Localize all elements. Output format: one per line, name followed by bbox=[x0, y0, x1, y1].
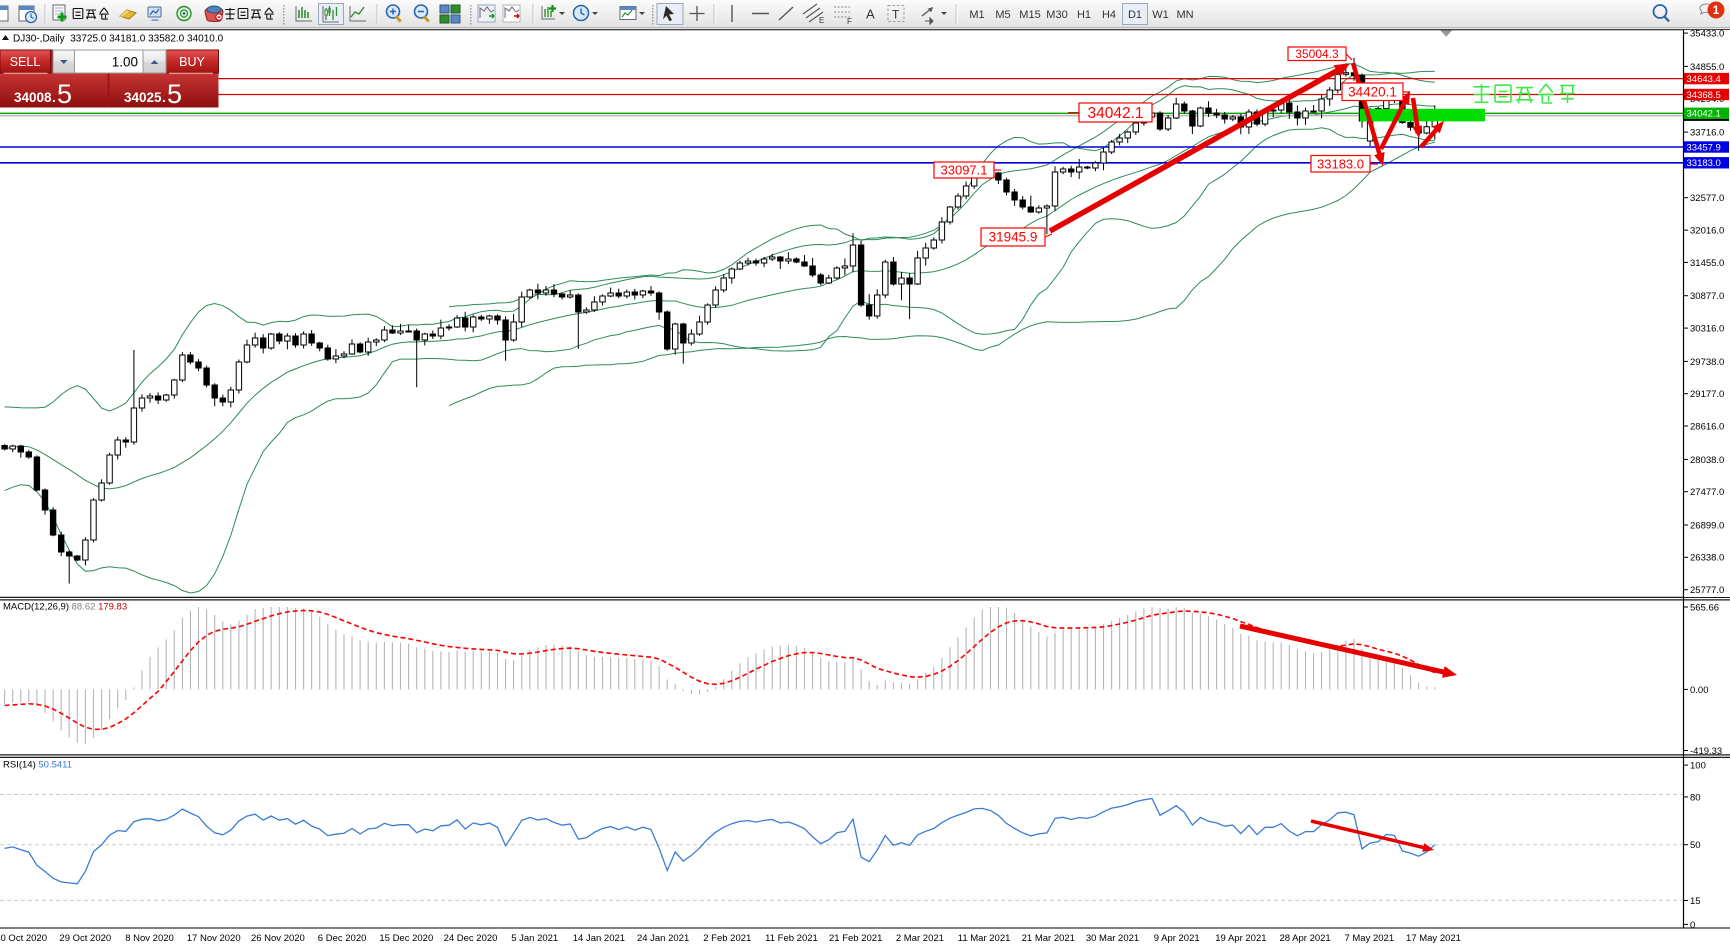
svg-text:27477.0: 27477.0 bbox=[1690, 487, 1724, 498]
svg-text:MN: MN bbox=[1176, 9, 1193, 21]
svg-text:31945.9: 31945.9 bbox=[989, 230, 1038, 245]
svg-text:D1: D1 bbox=[1128, 9, 1142, 21]
svg-text:2 Feb 2021: 2 Feb 2021 bbox=[703, 933, 751, 944]
svg-text:M30: M30 bbox=[1046, 9, 1067, 21]
svg-text:565.66: 565.66 bbox=[1690, 602, 1719, 613]
svg-text:32577.0: 32577.0 bbox=[1690, 193, 1724, 204]
svg-text:14 Jan 2021: 14 Jan 2021 bbox=[573, 933, 625, 944]
svg-text:15 Dec 2020: 15 Dec 2020 bbox=[379, 933, 433, 944]
svg-text:0: 0 bbox=[1690, 920, 1695, 931]
svg-text:26 Nov 2020: 26 Nov 2020 bbox=[251, 933, 305, 944]
svg-text:80: 80 bbox=[1690, 792, 1701, 803]
svg-text:28 Apr 2021: 28 Apr 2021 bbox=[1279, 933, 1330, 944]
svg-text:DJ30-,Daily 33725.0 34181.0 3: DJ30-,Daily 33725.0 34181.0 33582.0 3401… bbox=[13, 34, 224, 45]
svg-text:T: T bbox=[892, 8, 900, 22]
svg-text:M5: M5 bbox=[995, 9, 1010, 21]
svg-text:SELL: SELL bbox=[10, 55, 41, 69]
svg-text:34042.1: 34042.1 bbox=[1687, 109, 1721, 120]
svg-text:33457.9: 33457.9 bbox=[1687, 142, 1721, 153]
svg-text:33097.1: 33097.1 bbox=[941, 163, 988, 178]
svg-text:33183.0: 33183.0 bbox=[1317, 156, 1364, 171]
svg-text:17 May 2021: 17 May 2021 bbox=[1406, 933, 1461, 944]
svg-text:34643.4: 34643.4 bbox=[1687, 74, 1721, 85]
svg-text:RSI(14) 50.5411: RSI(14) 50.5411 bbox=[3, 760, 72, 771]
svg-text:33183.0: 33183.0 bbox=[1687, 158, 1721, 169]
svg-text:24 Dec 2020: 24 Dec 2020 bbox=[444, 933, 498, 944]
svg-text:.: . bbox=[162, 90, 166, 105]
svg-text:H1: H1 bbox=[1077, 9, 1091, 21]
svg-text:32016.0: 32016.0 bbox=[1690, 226, 1724, 237]
svg-text:MACD(12,26,9) 88.62 179.83: MACD(12,26,9) 88.62 179.83 bbox=[3, 602, 127, 613]
svg-text:5: 5 bbox=[167, 79, 182, 109]
svg-text:34855.0: 34855.0 bbox=[1690, 62, 1724, 73]
svg-text:2 Mar 2021: 2 Mar 2021 bbox=[896, 933, 944, 944]
svg-text:25777.0: 25777.0 bbox=[1690, 585, 1724, 596]
svg-text:11 Mar 2021: 11 Mar 2021 bbox=[958, 933, 1011, 944]
svg-text:.: . bbox=[52, 90, 56, 105]
svg-text:100: 100 bbox=[1690, 761, 1706, 772]
svg-text:35433.0: 35433.0 bbox=[1690, 29, 1724, 40]
svg-text:34420.1: 34420.1 bbox=[1348, 85, 1397, 100]
svg-text:BUY: BUY bbox=[179, 55, 205, 69]
svg-text:11 Feb 2021: 11 Feb 2021 bbox=[765, 933, 818, 944]
svg-text:19 Apr 2021: 19 Apr 2021 bbox=[1215, 933, 1266, 944]
svg-text:6 Dec 2020: 6 Dec 2020 bbox=[318, 933, 367, 944]
svg-text:30 Mar 2021: 30 Mar 2021 bbox=[1086, 933, 1139, 944]
svg-text:1: 1 bbox=[1713, 3, 1720, 17]
svg-text:29 Oct 2020: 29 Oct 2020 bbox=[59, 933, 111, 944]
svg-text:26899.0: 26899.0 bbox=[1690, 520, 1724, 531]
svg-text:17 Nov 2020: 17 Nov 2020 bbox=[187, 933, 241, 944]
svg-text:34368.5: 34368.5 bbox=[1687, 90, 1721, 101]
svg-text:0.00: 0.00 bbox=[1690, 685, 1709, 696]
svg-text:F: F bbox=[847, 17, 852, 26]
svg-text:1.00: 1.00 bbox=[112, 55, 138, 70]
svg-text:E: E bbox=[819, 16, 824, 25]
svg-text:H4: H4 bbox=[1102, 9, 1116, 21]
svg-text:24 Jan 2021: 24 Jan 2021 bbox=[637, 933, 689, 944]
svg-text:31455.0: 31455.0 bbox=[1690, 258, 1724, 269]
svg-text:30316.0: 30316.0 bbox=[1690, 324, 1724, 335]
svg-text:35004.3: 35004.3 bbox=[1295, 47, 1339, 61]
svg-text:34042.1: 34042.1 bbox=[1087, 105, 1143, 122]
svg-text:21 Feb 2021: 21 Feb 2021 bbox=[829, 933, 882, 944]
svg-text:29738.0: 29738.0 bbox=[1690, 357, 1724, 368]
svg-text:20 Oct 2020: 20 Oct 2020 bbox=[0, 933, 47, 944]
svg-text:5: 5 bbox=[57, 79, 72, 109]
svg-text:7 May 2021: 7 May 2021 bbox=[1344, 933, 1394, 944]
svg-text:26338.0: 26338.0 bbox=[1690, 553, 1724, 564]
svg-text:9 Apr 2021: 9 Apr 2021 bbox=[1154, 933, 1200, 944]
svg-text:21 Mar 2021: 21 Mar 2021 bbox=[1022, 933, 1075, 944]
svg-text:33716.0: 33716.0 bbox=[1690, 128, 1724, 139]
svg-text:5 Jan 2021: 5 Jan 2021 bbox=[511, 933, 558, 944]
svg-text:A: A bbox=[866, 7, 875, 22]
svg-text:34025: 34025 bbox=[124, 90, 162, 105]
svg-text:W1: W1 bbox=[1152, 9, 1169, 21]
svg-text:-419.33: -419.33 bbox=[1690, 746, 1722, 757]
svg-text:30877.0: 30877.0 bbox=[1690, 291, 1724, 302]
svg-text:15: 15 bbox=[1690, 896, 1701, 907]
svg-text:M1: M1 bbox=[969, 9, 984, 21]
svg-text:50: 50 bbox=[1690, 840, 1701, 851]
svg-text:29177.0: 29177.0 bbox=[1690, 389, 1724, 400]
svg-text:28038.0: 28038.0 bbox=[1690, 455, 1724, 466]
svg-text:8 Nov 2020: 8 Nov 2020 bbox=[125, 933, 174, 944]
svg-text:M15: M15 bbox=[1019, 9, 1040, 21]
svg-text:34008: 34008 bbox=[14, 90, 52, 105]
svg-text:28616.0: 28616.0 bbox=[1690, 421, 1724, 432]
